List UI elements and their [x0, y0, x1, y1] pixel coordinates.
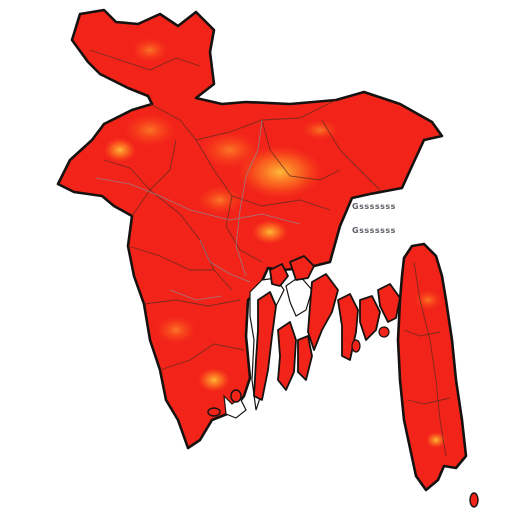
map-label-line-1: Gsssssss — [352, 202, 396, 211]
map-label-line-2: Gsssssss — [352, 226, 396, 235]
rivers — [95, 119, 301, 301]
delta-islands — [207, 255, 401, 417]
southeast-landmass — [396, 242, 479, 508]
small-island — [469, 492, 479, 508]
heat-highlights — [104, 38, 338, 392]
